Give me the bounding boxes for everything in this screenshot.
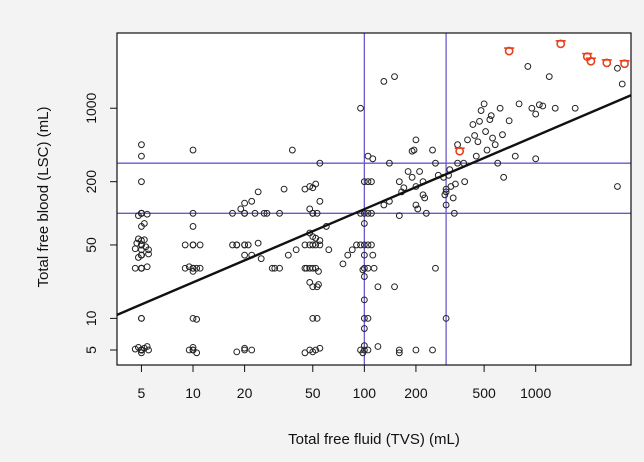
x-tick-label: 100 (353, 385, 377, 401)
x-tick-label: 500 (472, 385, 496, 401)
x-tick-label: 5 (138, 385, 146, 401)
y-tick-label: 1000 (83, 92, 99, 123)
x-tick-label: 20 (237, 385, 253, 401)
x-tick-label: 10 (185, 385, 201, 401)
x-tick-label: 200 (404, 385, 428, 401)
y-tick-label: 50 (83, 237, 99, 253)
y-tick-label: 5 (83, 346, 99, 354)
y-tick-label: 10 (83, 310, 99, 326)
x-tick-label: 1000 (520, 385, 551, 401)
x-axis-label: Total free fluid (TVS) (mL) (288, 431, 460, 448)
y-axis-label: Total free blood (LSC) (mL) (35, 107, 52, 288)
y-tick-label: 200 (83, 170, 99, 194)
x-tick-label: 50 (305, 385, 321, 401)
